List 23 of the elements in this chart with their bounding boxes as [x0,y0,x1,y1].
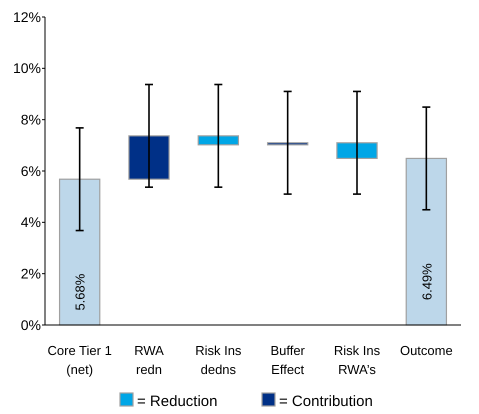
y-tick-label: 10% [12,60,41,76]
bar [198,135,240,146]
x-tick-label: Core Tier 1 (net) [48,343,112,377]
bar [336,142,378,160]
x-tick-label: RWA redn [134,343,164,377]
y-tick-label: 0% [20,316,41,333]
y-tick-label: 4% [20,214,41,230]
x-tick-label: Outcome [400,343,453,358]
x-tick-label: Buffer Effect [270,343,306,377]
bar [406,158,448,326]
y-tick-label: 8% [20,112,41,128]
y-tick-label: 12% [12,8,41,25]
y-tick-label: 6% [20,162,41,179]
legend-label: = Reduction [137,393,218,410]
x-tick-label: Risk Ins RWA’s [334,343,381,377]
data-label: 6.49% [419,262,434,300]
x-tick-label: Risk Ins dedns [195,343,242,377]
bar [266,142,308,146]
data-label: 5.68% [72,273,88,311]
y-tick-label: 2% [20,266,41,282]
legend-label: = Contribution [279,393,373,410]
bar [128,135,170,180]
bar [58,178,100,326]
